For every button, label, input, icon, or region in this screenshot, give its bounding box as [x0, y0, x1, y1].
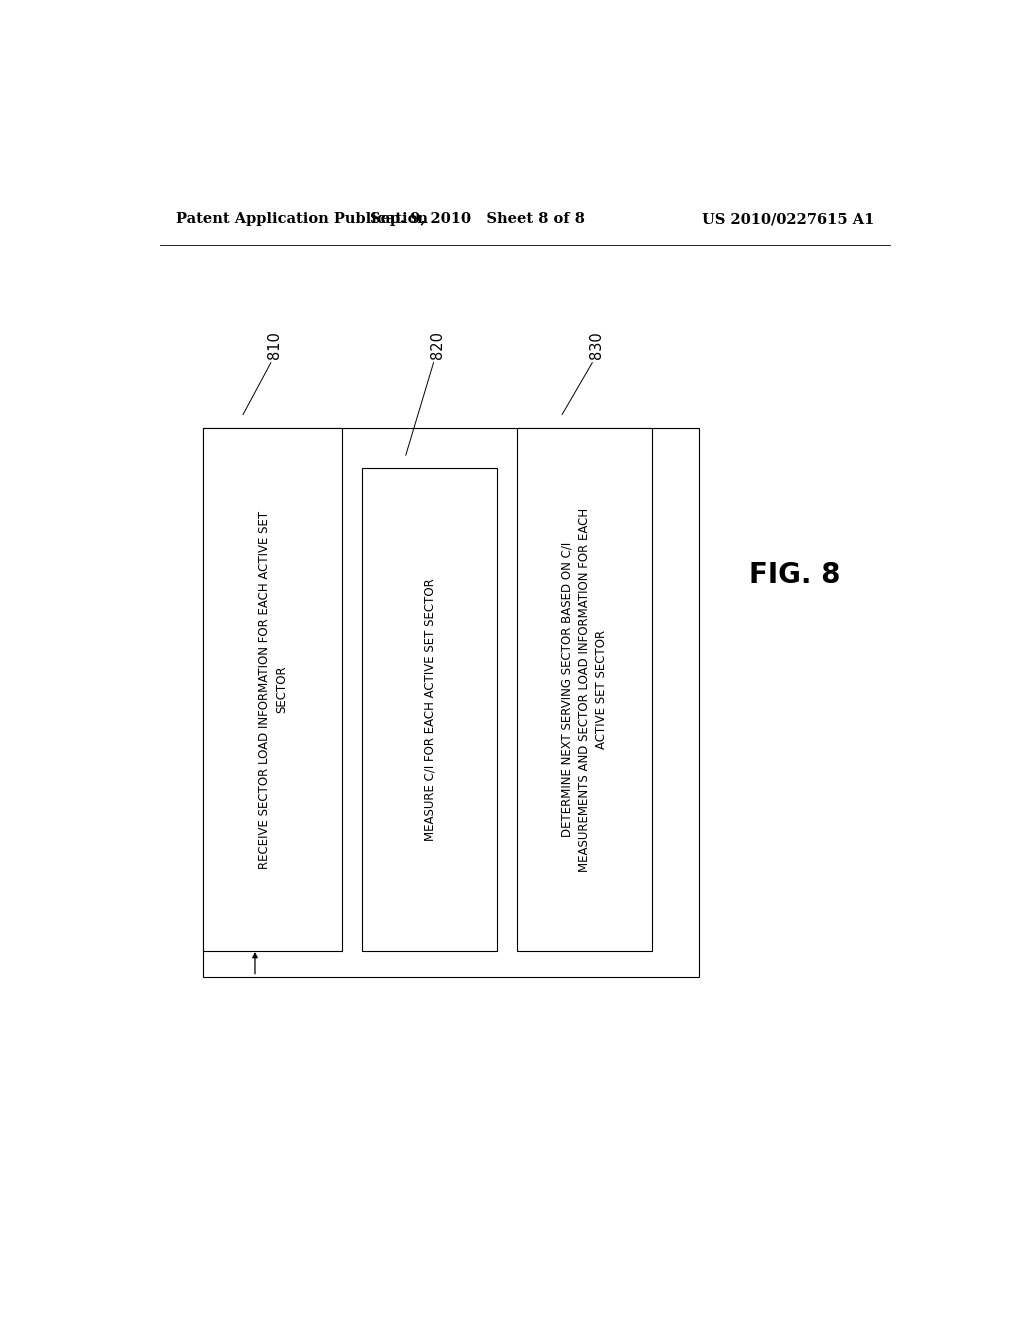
- Text: US 2010/0227615 A1: US 2010/0227615 A1: [701, 213, 873, 227]
- Bar: [517, 428, 652, 952]
- Text: MEASURE C/I FOR EACH ACTIVE SET SECTOR: MEASURE C/I FOR EACH ACTIVE SET SECTOR: [423, 578, 436, 841]
- Bar: [204, 428, 699, 977]
- Text: FIG. 8: FIG. 8: [749, 561, 841, 589]
- Text: DETERMINE NEXT SERVING SECTOR BASED ON C/I
MEASUREMENTS AND SECTOR LOAD INFORMAT: DETERMINE NEXT SERVING SECTOR BASED ON C…: [561, 507, 608, 871]
- Text: 830: 830: [589, 331, 604, 359]
- Bar: [362, 469, 497, 952]
- Bar: [204, 428, 342, 952]
- Text: 820: 820: [430, 330, 445, 359]
- Text: RECEIVE SECTOR LOAD INFORMATION FOR EACH ACTIVE SET
SECTOR: RECEIVE SECTOR LOAD INFORMATION FOR EACH…: [258, 511, 288, 869]
- Text: Patent Application Publication: Patent Application Publication: [176, 213, 428, 227]
- Text: Sep. 9, 2010   Sheet 8 of 8: Sep. 9, 2010 Sheet 8 of 8: [370, 213, 585, 227]
- Text: 810: 810: [267, 331, 283, 359]
